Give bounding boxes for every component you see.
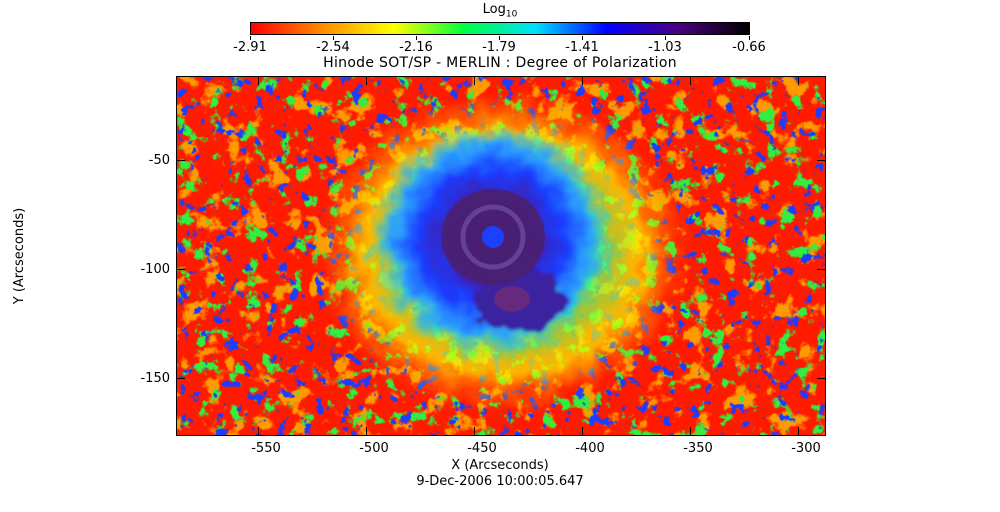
x-axis-tick: [690, 427, 691, 435]
x-axis-tick: [474, 427, 475, 435]
colorbar-tick: [582, 36, 583, 40]
colorbar-tick: [499, 36, 500, 40]
y-axis-tick-label: -50: [148, 153, 170, 168]
x-axis-tick: [690, 77, 691, 85]
polarization-map: [176, 76, 826, 436]
x-axis-tick: [258, 77, 259, 85]
y-axis-tick: [817, 378, 825, 379]
colorbar-tick: [749, 36, 750, 40]
colorbar-title-base: Log: [482, 2, 506, 17]
x-axis-title: X (Arcseconds): [451, 458, 549, 473]
x-axis-tick-label: -300: [791, 441, 821, 456]
colorbar-tick-label: -2.54: [316, 40, 350, 55]
polarization-map-image: [177, 77, 825, 435]
colorbar-tick: [250, 36, 251, 40]
observation-timestamp: 9-Dec-2006 10:00:05.647: [416, 474, 584, 489]
x-axis-tick-label: -550: [251, 441, 281, 456]
colorbar-tick-label: -1.79: [482, 40, 516, 55]
y-axis-tick-label: -150: [140, 371, 170, 386]
sunspot-umbra: [441, 189, 545, 312]
colorbar-title: Log10: [450, 3, 550, 22]
plot-title: Hinode SOT/SP - MERLIN : Degree of Polar…: [323, 55, 677, 71]
x-axis-tick: [366, 77, 367, 85]
colorbar-title-subscript: 10: [505, 9, 518, 20]
x-axis-tick: [474, 77, 475, 85]
colorbar-tick-label: -2.16: [399, 40, 433, 55]
colorbar-tick-label: -1.41: [565, 40, 599, 55]
x-axis-tick-label: -500: [359, 441, 389, 456]
x-axis-tick: [798, 77, 799, 85]
colorbar-tick-label: -0.66: [732, 40, 766, 55]
colorbar-tick: [416, 36, 417, 40]
y-axis-tick: [177, 269, 185, 270]
x-axis-tick-label: -400: [575, 441, 605, 456]
y-axis-tick-label: -100: [140, 262, 170, 277]
y-axis-tick: [177, 378, 185, 379]
colorbar-tick: [665, 36, 666, 40]
y-axis-tick: [177, 160, 185, 161]
colorbar-tick: [333, 36, 334, 40]
x-axis-tick: [582, 77, 583, 85]
x-axis-tick-label: -450: [467, 441, 497, 456]
x-axis-tick: [366, 427, 367, 435]
y-axis-tick: [817, 269, 825, 270]
x-axis-tick: [582, 427, 583, 435]
x-axis-tick: [798, 427, 799, 435]
colorbar-tick-label: -1.03: [648, 40, 682, 55]
y-axis-title: Y (Arcseconds): [12, 207, 27, 305]
x-axis-tick: [258, 427, 259, 435]
x-axis-tick-label: -350: [683, 441, 713, 456]
colorbar-tick-label: -2.91: [233, 40, 267, 55]
y-axis-tick: [817, 160, 825, 161]
colorbar: [250, 22, 750, 35]
